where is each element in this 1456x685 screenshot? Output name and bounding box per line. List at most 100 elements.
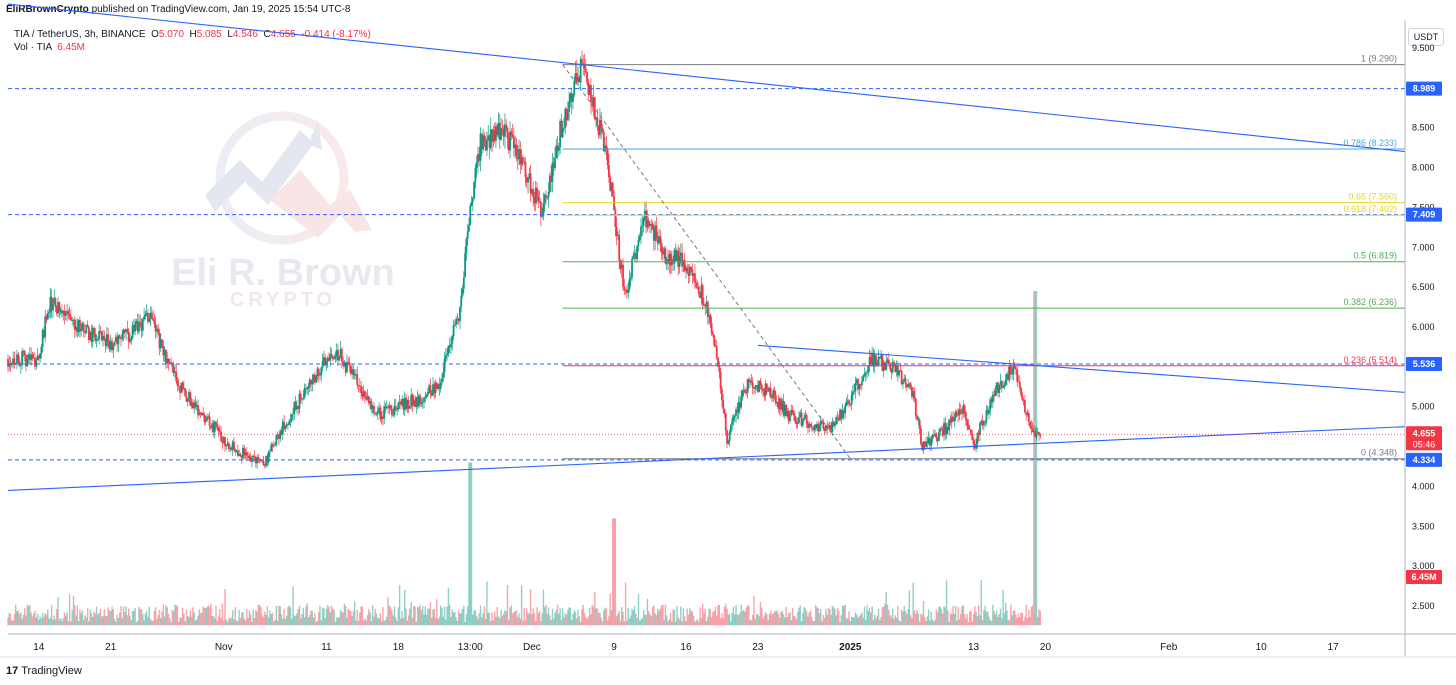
candle bbox=[651, 220, 654, 231]
volume-bar bbox=[415, 621, 418, 626]
volume-bar bbox=[140, 609, 143, 626]
candle bbox=[103, 330, 106, 342]
volume-bar bbox=[651, 607, 654, 626]
volume-bar bbox=[705, 620, 708, 626]
volume-badge-label: 6.45M bbox=[1411, 572, 1436, 582]
candle-body bbox=[75, 326, 77, 330]
candle bbox=[425, 393, 428, 399]
volume-bar bbox=[509, 607, 511, 626]
candle bbox=[667, 249, 669, 271]
candle-body bbox=[257, 457, 260, 460]
volume-bar bbox=[369, 612, 371, 626]
candle bbox=[491, 128, 493, 152]
candle bbox=[762, 387, 764, 398]
candle-body bbox=[1000, 381, 1003, 388]
volume-bar bbox=[850, 616, 853, 626]
candle bbox=[952, 411, 954, 422]
candle-body bbox=[118, 335, 121, 339]
volume-bar bbox=[799, 605, 801, 626]
candle-body bbox=[221, 441, 224, 443]
candle bbox=[1012, 358, 1015, 381]
footer-brand[interactable]: 17 TradingView bbox=[6, 665, 82, 677]
candle bbox=[854, 376, 857, 399]
candle bbox=[534, 180, 537, 212]
candle-body bbox=[265, 455, 267, 466]
volume-bar bbox=[366, 614, 369, 626]
candle bbox=[471, 196, 474, 212]
candle-body bbox=[625, 290, 628, 293]
volume-bar bbox=[681, 621, 683, 626]
candle-body bbox=[713, 334, 716, 346]
candle bbox=[840, 409, 843, 424]
candle-body bbox=[239, 453, 242, 457]
candle bbox=[825, 424, 827, 434]
candle bbox=[180, 382, 183, 394]
candle bbox=[981, 414, 984, 430]
candle-body bbox=[844, 405, 847, 414]
volume-legend-row[interactable]: Vol · TIA 6.45M bbox=[14, 41, 371, 54]
candle-body bbox=[840, 409, 843, 419]
candle bbox=[340, 347, 343, 368]
candle-body bbox=[667, 259, 669, 264]
candle-body bbox=[561, 127, 564, 138]
candle-body bbox=[217, 427, 220, 431]
candle-body bbox=[604, 145, 606, 152]
candle bbox=[98, 323, 101, 345]
volume-bar bbox=[572, 613, 574, 626]
candle bbox=[150, 306, 153, 320]
candle bbox=[767, 386, 770, 392]
candle bbox=[858, 383, 861, 397]
candle bbox=[356, 366, 359, 389]
volume-bar bbox=[438, 616, 441, 626]
candle bbox=[654, 220, 657, 250]
candle bbox=[243, 444, 246, 460]
x-tick-label: 23 bbox=[752, 642, 764, 653]
volume-bar bbox=[707, 616, 709, 626]
candle bbox=[557, 142, 560, 157]
candle bbox=[473, 181, 475, 200]
candle bbox=[217, 426, 220, 437]
volume-bar bbox=[786, 617, 789, 626]
candle bbox=[681, 242, 684, 272]
volume-bar bbox=[350, 610, 352, 626]
candle-body bbox=[279, 430, 282, 439]
candle bbox=[985, 405, 988, 426]
candle-body bbox=[569, 93, 572, 102]
candle bbox=[749, 377, 752, 388]
candle-body bbox=[780, 398, 782, 411]
candle bbox=[583, 53, 586, 77]
volume-bar bbox=[665, 615, 668, 626]
candle bbox=[208, 411, 211, 431]
volume-bar bbox=[767, 620, 769, 626]
volume-bar bbox=[125, 606, 127, 626]
volume-bar bbox=[727, 614, 730, 626]
candle-body bbox=[929, 437, 931, 446]
publisher-name[interactable]: EliRBrownCrypto bbox=[6, 4, 89, 15]
candle-body bbox=[281, 421, 284, 435]
volume-bar bbox=[821, 621, 823, 626]
volume-bar bbox=[514, 611, 516, 626]
candle-body bbox=[556, 145, 559, 151]
volume-bar bbox=[223, 620, 225, 626]
symbol-title[interactable]: TIA / TetherUS, 3h, BINANCE bbox=[14, 29, 146, 40]
candle bbox=[780, 396, 782, 417]
candle bbox=[193, 399, 196, 414]
symbol-legend-row[interactable]: TIA / TetherUS, 3h, BINANCE O5.070 H5.08… bbox=[14, 28, 371, 41]
candle bbox=[972, 437, 975, 451]
candle-body bbox=[527, 178, 529, 183]
volume-bar bbox=[718, 604, 721, 626]
candle-body bbox=[31, 354, 34, 359]
volume-bar bbox=[809, 610, 812, 626]
candle bbox=[253, 450, 256, 462]
volume-bar bbox=[251, 622, 253, 626]
candle-body bbox=[699, 293, 701, 299]
volume-bar bbox=[76, 605, 79, 626]
candle-body bbox=[827, 427, 830, 429]
candle-body bbox=[679, 252, 682, 257]
price-unit-button[interactable]: USDT bbox=[1408, 28, 1444, 46]
candle-body bbox=[432, 384, 434, 396]
candle bbox=[53, 289, 56, 306]
y-tick-label: 8.000 bbox=[1412, 163, 1435, 173]
y-tick-label: 6.500 bbox=[1412, 282, 1435, 292]
